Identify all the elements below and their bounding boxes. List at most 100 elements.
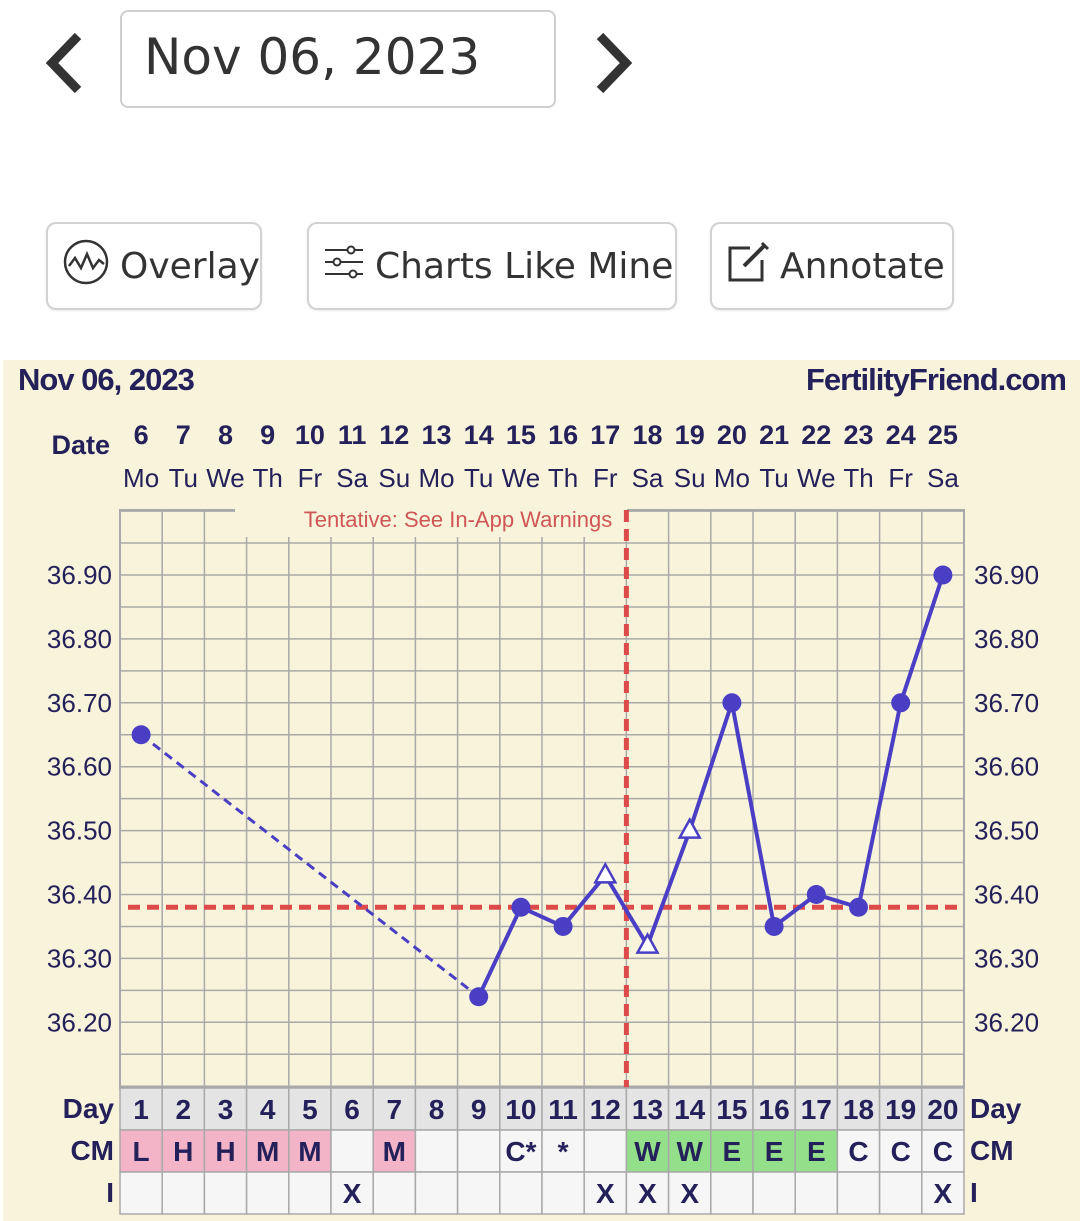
date-number-label: 22 bbox=[801, 420, 831, 450]
tentative-warning-label: Tentative: See In-App Warnings bbox=[304, 507, 613, 532]
day-value: 8 bbox=[429, 1094, 445, 1125]
intercourse-value: X bbox=[596, 1178, 615, 1209]
cm-cell bbox=[414, 1129, 459, 1173]
date-number-label: 12 bbox=[379, 420, 409, 450]
temperature-line bbox=[687, 702, 734, 832]
weekday-label: Fr bbox=[888, 463, 913, 493]
intercourse-cell bbox=[667, 1171, 712, 1215]
cm-value: W bbox=[634, 1136, 661, 1167]
cm-cell bbox=[625, 1129, 670, 1173]
weekday-label: Fr bbox=[593, 463, 618, 493]
y-tick-label-right: 36.70 bbox=[974, 688, 1039, 718]
day-cell bbox=[330, 1087, 374, 1131]
intercourse-value: X bbox=[934, 1178, 953, 1209]
intercourse-cell bbox=[921, 1171, 965, 1215]
cm-value: W bbox=[676, 1136, 703, 1167]
weekday-label: We bbox=[502, 463, 541, 493]
date-number-label: 18 bbox=[632, 420, 662, 450]
cm-value: C bbox=[933, 1136, 953, 1167]
date-number-label: 11 bbox=[338, 420, 367, 450]
weekday-label: Sa bbox=[927, 463, 959, 493]
temperature-line bbox=[476, 906, 523, 998]
date-row-label: Date bbox=[51, 430, 110, 460]
weekday-label: Su bbox=[378, 463, 410, 493]
temperature-point bbox=[131, 725, 151, 745]
overlay-button[interactable]: Overlay bbox=[46, 222, 262, 310]
chart-date-title: Nov 06, 2023 bbox=[18, 362, 195, 397]
y-tick-label-left: 36.40 bbox=[47, 880, 112, 910]
annotate-button[interactable]: Annotate bbox=[710, 222, 954, 310]
intercourse-cell bbox=[414, 1171, 459, 1215]
intercourse-cell bbox=[245, 1171, 290, 1215]
y-tick-label-right: 36.30 bbox=[974, 943, 1039, 973]
day-cell bbox=[921, 1087, 965, 1131]
temperature-point bbox=[933, 565, 953, 585]
intercourse-row-label-right: I bbox=[970, 1177, 978, 1208]
y-tick-label-left: 36.20 bbox=[47, 1007, 112, 1037]
date-number-label: 24 bbox=[886, 420, 916, 450]
temperature-line bbox=[645, 829, 692, 947]
date-number-label: 13 bbox=[421, 420, 451, 450]
temperature-point bbox=[722, 693, 742, 713]
y-tick-label-right: 36.90 bbox=[974, 560, 1039, 590]
date-number-label: 21 bbox=[759, 420, 789, 450]
day-value: 9 bbox=[471, 1094, 487, 1125]
day-value: 10 bbox=[505, 1094, 536, 1125]
chevron-left-icon bbox=[45, 32, 82, 94]
temperature-point bbox=[553, 916, 573, 936]
wave-circle-icon bbox=[62, 238, 110, 295]
day-row-label-right: Day bbox=[970, 1093, 1022, 1124]
weekday-label: We bbox=[797, 463, 836, 493]
weekday-label: Mo bbox=[123, 463, 159, 493]
cm-value: H bbox=[173, 1136, 193, 1167]
day-value: 18 bbox=[843, 1094, 874, 1125]
cm-value: H bbox=[215, 1136, 235, 1167]
warning-label-bg bbox=[235, 503, 627, 537]
intercourse-cell bbox=[119, 1171, 163, 1215]
intercourse-value: X bbox=[343, 1178, 362, 1209]
date-number-label: 19 bbox=[675, 420, 705, 450]
weekday-label: Th bbox=[548, 463, 578, 493]
next-date-button[interactable] bbox=[582, 28, 642, 98]
weekday-label: Mo bbox=[418, 463, 454, 493]
intercourse-cell bbox=[836, 1171, 881, 1215]
day-value: 19 bbox=[885, 1094, 916, 1125]
temperature-point bbox=[806, 885, 826, 904]
temperature-line bbox=[898, 574, 945, 704]
intercourse-cell bbox=[499, 1171, 543, 1215]
date-field[interactable]: Nov 06, 2023 bbox=[120, 10, 556, 108]
cm-value: L bbox=[133, 1136, 150, 1167]
temperature-point bbox=[469, 987, 489, 1007]
cm-value: E bbox=[723, 1136, 742, 1167]
date-number-label: 6 bbox=[134, 420, 149, 450]
intercourse-cell bbox=[752, 1171, 796, 1215]
cm-cell bbox=[288, 1129, 332, 1173]
temperature-point bbox=[511, 897, 531, 917]
charts-like-mine-button[interactable]: Charts Like Mine bbox=[307, 222, 677, 310]
day-cell bbox=[836, 1087, 881, 1131]
intercourse-cell bbox=[203, 1171, 248, 1215]
date-number-label: 25 bbox=[928, 420, 958, 450]
sliders-icon bbox=[323, 244, 365, 289]
date-number-label: 10 bbox=[295, 420, 325, 450]
weekday-label: We bbox=[206, 463, 245, 493]
day-cell bbox=[710, 1087, 754, 1131]
day-value: 1 bbox=[133, 1094, 149, 1125]
cm-value: C bbox=[848, 1136, 868, 1167]
date-number-label: 14 bbox=[464, 420, 494, 450]
cm-cell bbox=[710, 1129, 754, 1173]
cm-value: C* bbox=[505, 1136, 536, 1167]
cm-cell bbox=[161, 1129, 206, 1173]
y-tick-label-left: 36.60 bbox=[47, 752, 112, 782]
intercourse-cell bbox=[456, 1171, 501, 1215]
cm-cell bbox=[541, 1129, 585, 1173]
day-cell bbox=[499, 1087, 543, 1131]
weekday-label: Th bbox=[253, 463, 283, 493]
y-tick-label-right: 36.50 bbox=[974, 816, 1039, 846]
prev-date-button[interactable] bbox=[38, 28, 98, 98]
cm-cell bbox=[583, 1129, 628, 1173]
temperature-line bbox=[603, 874, 650, 947]
intercourse-cell bbox=[330, 1171, 374, 1215]
intercourse-cell bbox=[288, 1171, 332, 1215]
cm-value: M bbox=[383, 1136, 406, 1167]
